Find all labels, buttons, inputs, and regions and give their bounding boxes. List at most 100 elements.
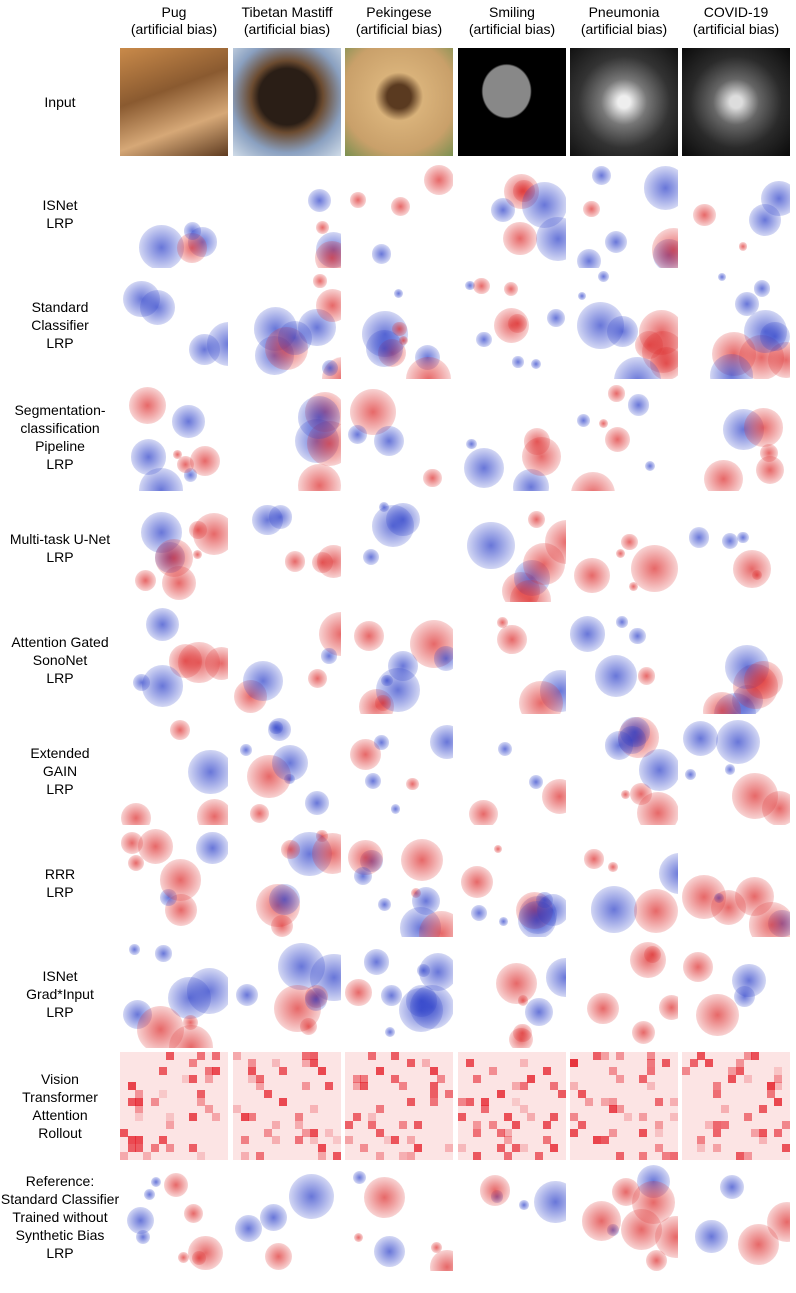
heatmap — [120, 494, 228, 602]
attention-patch — [616, 1051, 625, 1060]
row-label: Extended GAIN LRP — [0, 717, 120, 825]
attention-patch — [608, 1097, 617, 1106]
row-label-line: LRP — [46, 883, 74, 900]
row-label-line: Extended — [30, 745, 90, 761]
attention-patch — [325, 1128, 334, 1137]
column-header: Pneumonia (artificial bias) — [568, 4, 680, 38]
relevance-blob — [466, 439, 477, 450]
attention-patch — [445, 1143, 453, 1152]
attention-patch — [150, 1097, 159, 1106]
attention-patch — [774, 1066, 783, 1075]
attention-patch — [294, 1120, 303, 1129]
attention-patch — [352, 1113, 361, 1122]
attention-patch — [302, 1059, 311, 1068]
heatmap — [570, 940, 678, 1048]
attention-patch — [135, 1090, 144, 1098]
attention-patch — [383, 1136, 392, 1145]
attention-patch — [458, 1097, 466, 1106]
relevance-blob — [733, 985, 755, 1007]
heatmap — [345, 1051, 453, 1160]
attention-patch — [233, 1051, 241, 1060]
relevance-blob — [748, 902, 790, 937]
row-label-line: LRP — [46, 455, 74, 472]
column-header: Tibetan Mastiff (artificial bias) — [231, 4, 343, 38]
relevance-blob — [495, 962, 538, 1005]
relevance-blob — [128, 854, 145, 871]
row-label: Multi-task U-Net LRP — [0, 494, 120, 602]
column-title: Pekingese — [366, 4, 432, 20]
attention-patch — [181, 1074, 190, 1083]
relevance-blob — [620, 789, 630, 799]
relevance-blob — [406, 778, 419, 791]
row-label-line: Standard Classifier — [0, 1191, 120, 1207]
attention-patch — [654, 1128, 663, 1137]
relevance-blob — [684, 768, 696, 781]
attention-patch — [197, 1051, 205, 1060]
column-subtitle: (artificial bias) — [243, 21, 331, 37]
attention-patch — [577, 1090, 586, 1098]
attention-patch — [127, 1136, 136, 1145]
attention-patch — [570, 1113, 578, 1122]
relevance-blob — [470, 905, 487, 922]
relevance-blob — [518, 901, 557, 937]
attention-patch — [414, 1120, 423, 1129]
relevance-blob — [476, 331, 492, 348]
attention-patch — [189, 1059, 198, 1068]
relevance-blob — [364, 773, 381, 789]
relevance-blob — [523, 543, 566, 586]
heatmap — [682, 271, 790, 379]
input-image — [233, 48, 341, 156]
relevance-blob — [316, 221, 329, 235]
attention-patch — [256, 1074, 265, 1083]
heatmap — [682, 717, 790, 825]
relevance-blob — [577, 249, 602, 268]
relevance-blob — [429, 1250, 453, 1271]
heatmap — [458, 940, 566, 1048]
relevance-blob — [178, 1251, 190, 1263]
relevance-blob — [744, 408, 783, 447]
relevance-blob — [268, 505, 293, 529]
attention-patch — [774, 1074, 783, 1083]
attention-patch — [333, 1136, 341, 1145]
row-label-line: Input — [44, 94, 76, 110]
attention-patch — [600, 1136, 609, 1145]
attention-patch — [654, 1097, 663, 1106]
attention-patch — [256, 1151, 265, 1160]
relevance-blob — [193, 550, 202, 560]
relevance-blob — [197, 799, 228, 825]
row-label: ISNet LRP — [0, 160, 120, 268]
attention-patch — [429, 1066, 438, 1075]
attention-patch — [310, 1136, 318, 1145]
column-subtitle: (artificial bias) — [692, 21, 780, 37]
attention-patch — [558, 1090, 566, 1098]
column-title: Pneumonia — [588, 4, 660, 20]
relevance-blob — [431, 1241, 443, 1253]
relevance-blob — [406, 357, 451, 379]
attention-patch — [271, 1120, 280, 1129]
row-label: Vision Transformer Attention Rollout — [0, 1052, 120, 1160]
attention-patch — [143, 1151, 152, 1160]
relevance-blob — [527, 510, 546, 529]
attention-patch — [310, 1128, 318, 1137]
attention-patch — [712, 1082, 721, 1091]
relevance-blob — [159, 859, 202, 901]
attention-patch — [391, 1136, 400, 1145]
relevance-blob — [129, 944, 140, 955]
attention-patch — [682, 1066, 690, 1075]
relevance-blob — [605, 231, 628, 254]
attention-patch — [189, 1143, 198, 1152]
attention-patch — [654, 1120, 663, 1129]
heatmap — [345, 828, 453, 937]
relevance-blob — [399, 336, 409, 346]
relevance-blob — [240, 744, 252, 756]
relevance-blob — [658, 994, 678, 1020]
attention-patch — [398, 1120, 407, 1129]
input-image — [458, 48, 566, 156]
relevance-blob — [155, 945, 172, 962]
heatmap — [570, 382, 678, 491]
relevance-blob — [508, 314, 527, 334]
relevance-blob — [288, 1173, 334, 1219]
relevance-blob — [189, 520, 208, 539]
attention-patch — [302, 1051, 311, 1060]
heatmap — [458, 828, 566, 937]
